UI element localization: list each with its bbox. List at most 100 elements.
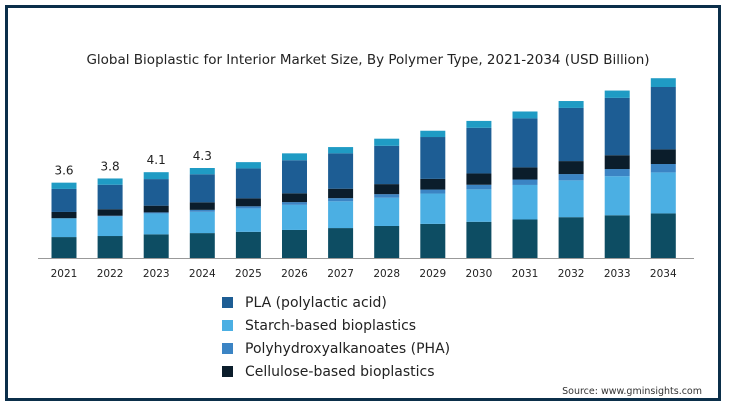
- bar-segment-2034-3: [650, 149, 676, 165]
- legend-item-cellulose: Cellulose-based bioplastics: [222, 361, 450, 382]
- bar-segment-2023-0: [143, 234, 169, 258]
- bar-segment-2028-3: [374, 184, 400, 195]
- bar-segment-2033-3: [604, 155, 630, 170]
- bar-segment-2031-3: [512, 167, 538, 180]
- bar-segment-2033-5: [604, 90, 630, 98]
- bar-segment-2023-1: [143, 213, 169, 235]
- bar-segment-2030-0: [466, 221, 492, 258]
- bar-segment-2030-3: [466, 173, 492, 185]
- bar-segment-2023-4: [143, 179, 169, 206]
- bar-segment-2030-1: [466, 189, 492, 222]
- bar-total-label: 4.1: [147, 153, 166, 167]
- bar-segment-2032-3: [558, 161, 584, 175]
- bar-segment-2021-5: [51, 182, 77, 189]
- legend-item-starch: Starch-based bioplastics: [222, 315, 450, 336]
- bar-total-label: 3.6: [54, 164, 73, 178]
- bar-segment-2033-0: [604, 215, 630, 258]
- legend-swatch: [222, 343, 233, 354]
- bar-chart: 2021 3.6 2022 3.8 2023 4.1 2024 4.3 2025 2026 2027…: [38, 78, 694, 280]
- bar-total-label: 3.8: [101, 159, 120, 173]
- legend-swatch: [222, 366, 233, 377]
- bar-segment-2024-0: [189, 233, 215, 258]
- legend: PLA (polylactic acid) Starch-based biopl…: [222, 292, 450, 384]
- x-tick-label: 2028: [373, 268, 400, 280]
- bar-segment-2031-5: [512, 111, 538, 119]
- bar-segment-2029-5: [420, 130, 446, 138]
- bar-segment-2034-0: [650, 213, 676, 258]
- x-tick-label: 2027: [327, 268, 354, 280]
- bar-segment-2032-1: [558, 180, 584, 218]
- legend-label: Cellulose-based bioplastics: [245, 363, 435, 380]
- bar-segment-2022-5: [97, 178, 123, 185]
- x-tick-label: 2033: [604, 268, 631, 280]
- bar-segment-2027-5: [328, 147, 354, 154]
- bar-segment-2022-0: [97, 236, 123, 258]
- bar-segment-2034-4: [650, 87, 676, 150]
- bar-segment-2029-0: [420, 223, 446, 258]
- bar-segment-2034-1: [650, 172, 676, 214]
- bar-segment-2022-2: [97, 215, 123, 217]
- chart-frame: [5, 5, 721, 401]
- bar-segment-2032-5: [558, 101, 584, 108]
- bar-segment-2021-4: [51, 188, 77, 212]
- x-tick-label: 2021: [51, 268, 78, 280]
- bar-segment-2032-4: [558, 107, 584, 162]
- bar-segment-2030-2: [466, 184, 492, 190]
- x-tick-label: 2022: [97, 268, 124, 280]
- bar-segment-2025-3: [235, 198, 261, 207]
- bar-segment-2031-2: [512, 179, 538, 185]
- bar-segment-2031-0: [512, 219, 538, 258]
- bar-segment-2028-1: [374, 197, 400, 226]
- bar-segment-2022-4: [97, 184, 123, 210]
- bar-segment-2032-2: [558, 174, 584, 181]
- bar-segment-2030-4: [466, 127, 492, 174]
- x-tick-label: 2034: [650, 268, 677, 280]
- legend-swatch: [222, 297, 233, 308]
- bar-segment-2024-4: [189, 174, 215, 203]
- legend-label: PLA (polylactic acid): [245, 294, 387, 311]
- x-tick-label: 2025: [235, 268, 262, 280]
- bar-segment-2034-2: [650, 164, 676, 173]
- bar-segment-2025-1: [235, 208, 261, 232]
- bar-segment-2024-3: [189, 202, 215, 210]
- bar-segment-2021-1: [51, 218, 77, 238]
- bar-segment-2033-2: [604, 169, 630, 177]
- bar-segment-2024-1: [189, 211, 215, 234]
- x-tick-label: 2026: [281, 268, 308, 280]
- bar-segment-2032-0: [558, 217, 584, 258]
- bar-segment-2026-4: [282, 160, 307, 194]
- bar-segment-2028-4: [374, 145, 400, 185]
- x-tick-label: 2029: [419, 268, 446, 280]
- bar-segment-2027-1: [328, 201, 354, 229]
- bar-segment-2029-1: [420, 193, 446, 224]
- bar-segment-2026-3: [282, 193, 307, 203]
- legend-label: Starch-based bioplastics: [245, 317, 417, 334]
- chart-title: Global Bioplastic for Interior Market Si…: [86, 52, 650, 68]
- bar-segment-2028-2: [374, 194, 400, 198]
- bar-segment-2027-3: [328, 188, 354, 199]
- bar-segment-2024-5: [189, 168, 215, 175]
- source-note: Source: www.gminsights.com: [562, 386, 702, 397]
- bar-segment-2023-2: [143, 212, 169, 214]
- bar-segment-2031-4: [512, 118, 538, 168]
- bar-segment-2028-0: [374, 225, 400, 258]
- bar-segment-2029-2: [420, 189, 446, 194]
- bar-segment-2027-0: [328, 228, 354, 258]
- x-tick-label: 2023: [143, 268, 170, 280]
- x-tick-label: 2024: [189, 268, 216, 280]
- bar-segment-2022-1: [97, 216, 123, 237]
- bar-segment-2025-2: [235, 206, 261, 209]
- bar-segment-2026-1: [282, 204, 307, 230]
- bar-segment-2023-3: [143, 205, 169, 213]
- bar-segment-2026-0: [282, 229, 307, 258]
- bar-segment-2033-4: [604, 97, 630, 156]
- legend-item-pha: Polyhydroxyalkanoates (PHA): [222, 338, 450, 359]
- bar-segment-2026-5: [282, 153, 307, 161]
- bar-segment-2034-5: [650, 78, 676, 87]
- bar-segment-2025-4: [235, 168, 261, 199]
- bar-segment-2021-3: [51, 211, 77, 219]
- bar-segment-2031-1: [512, 184, 538, 220]
- bar-segment-2021-0: [51, 237, 77, 258]
- bar-segment-2024-2: [189, 209, 215, 212]
- bar-segment-2027-4: [328, 153, 354, 189]
